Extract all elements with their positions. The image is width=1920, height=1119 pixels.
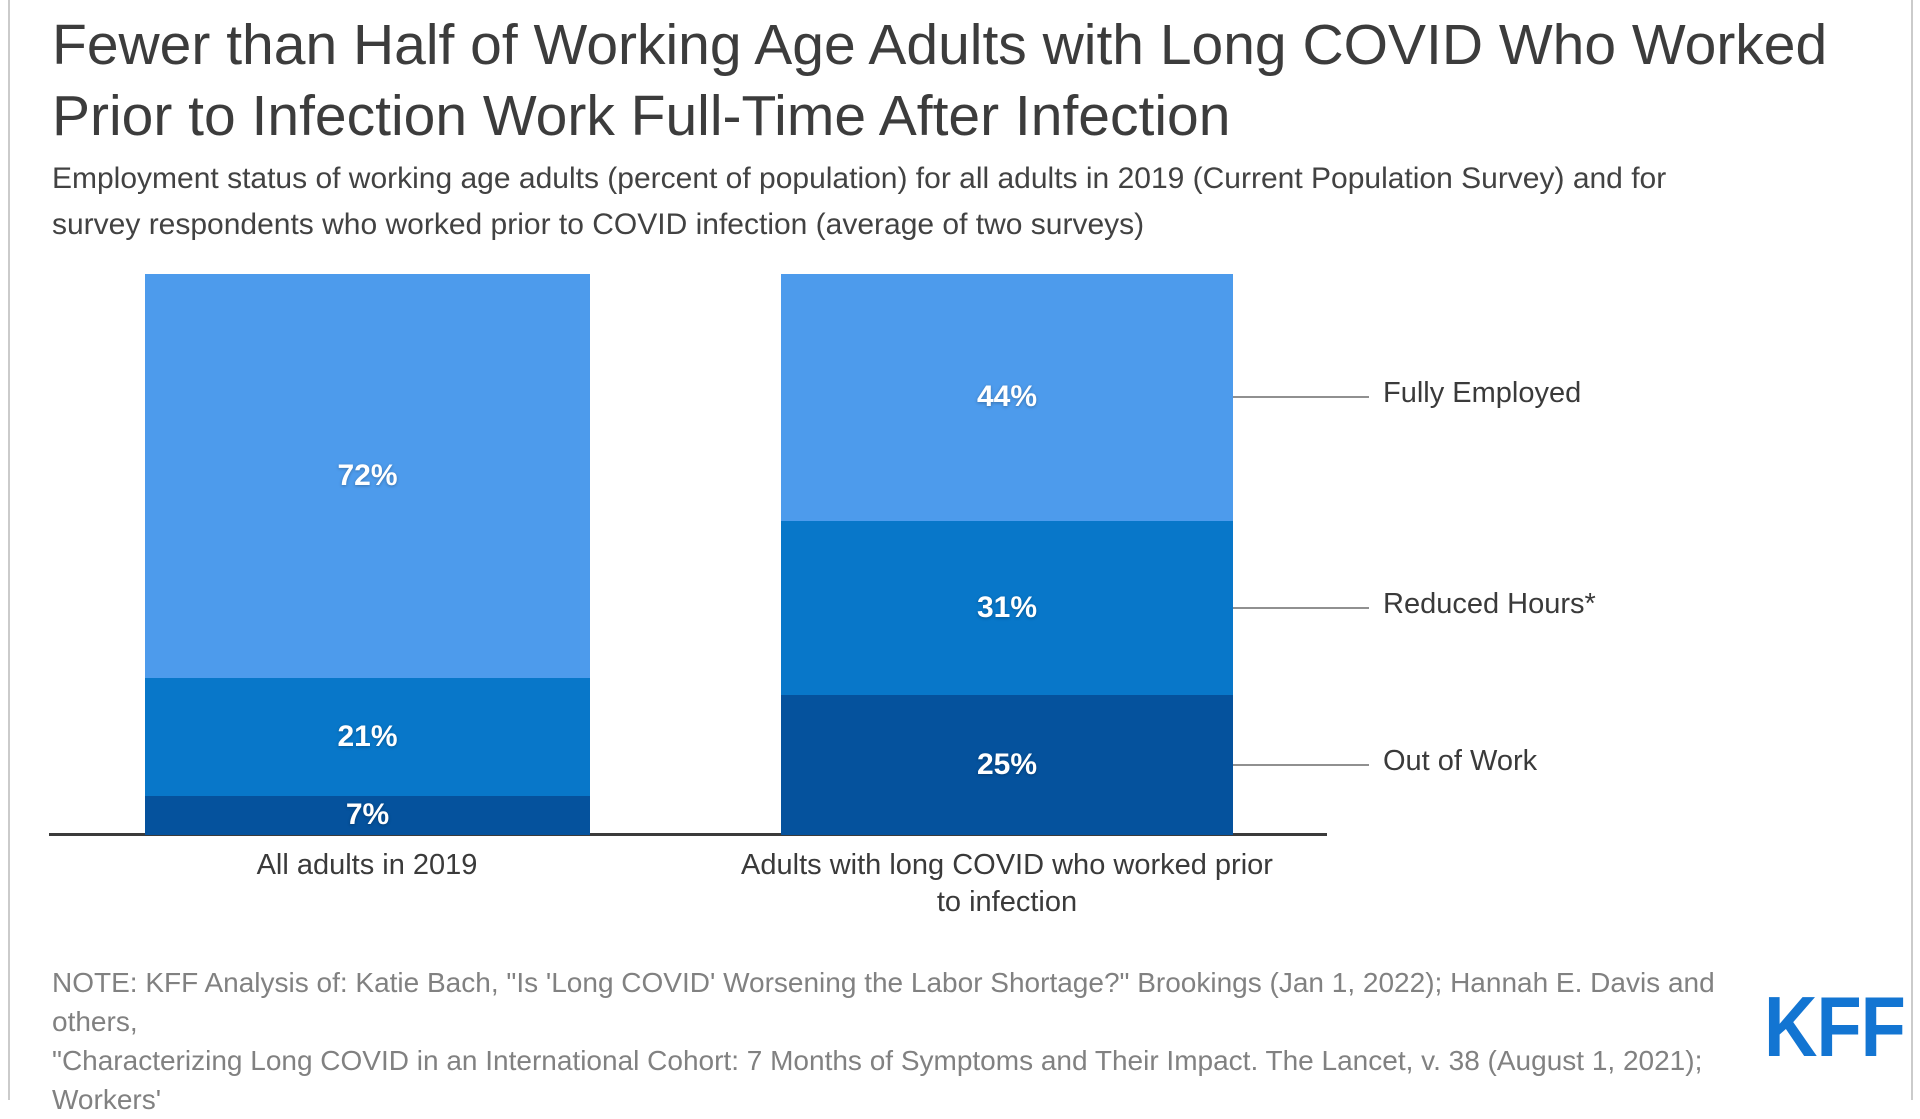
chart-figure: Fewer than Half of Working Age Adults wi…: [8, 0, 1913, 1115]
legend-label: Fully Employed: [1383, 377, 1582, 410]
note-line-2: "Characterizing Long COVID in an Interna…: [52, 1045, 1703, 1115]
segment-value-label: 7%: [345, 798, 390, 832]
legend-leader-line: [1233, 763, 1369, 766]
bar-2-segment-out-of-work: 25%: [781, 694, 1233, 835]
note-text: NOTE: KFF Analysis of: Katie Bach, "Is '…: [52, 963, 1732, 1119]
x-axis-line: [49, 833, 1327, 836]
chart: 72% 21% 7% All adults in 2019 44% 31% 25% Adult…: [10, 0, 1911, 918]
category-label-line: Adults with long COVID who worked prior: [741, 849, 1273, 881]
chart-subtitle: Employment status of working age adults …: [52, 156, 1862, 248]
chart-title: Fewer than Half of Working Age Adults wi…: [52, 10, 1862, 152]
legend-label: Reduced Hours*: [1383, 587, 1596, 620]
bar-2-segment-fully-employed: 44%: [781, 274, 1233, 521]
bar-1-segment-out-of-work: 7%: [145, 795, 590, 835]
bar-2: 44% 31% 25%: [781, 274, 1233, 835]
segment-value-label: 72%: [337, 458, 398, 492]
bar-1-segment-reduced-hours: 21%: [145, 677, 590, 796]
chart-subtitle-line-2: survey respondents who worked prior to C…: [52, 208, 1145, 241]
chart-subtitle-line-1: Employment status of working age adults …: [52, 162, 1667, 195]
bar-2-segment-reduced-hours: 31%: [781, 520, 1233, 695]
legend-label: Out of Work: [1383, 744, 1538, 777]
segment-value-label: 31%: [976, 590, 1038, 624]
category-label-2: Adults with long COVID who worked prior t…: [687, 847, 1327, 921]
segment-value-label: 21%: [337, 719, 398, 753]
bar-1: 72% 21% 7%: [145, 274, 590, 835]
segment-value-label: 44%: [976, 380, 1038, 414]
kff-logo: KFF: [1764, 979, 1906, 1075]
legend-leader-line: [1233, 396, 1369, 399]
segment-value-label: 25%: [976, 747, 1038, 781]
bar-1-segment-fully-employed: 72%: [145, 274, 590, 678]
legend-leader-line: [1233, 606, 1369, 609]
category-label-line: All adults in 2019: [256, 849, 478, 881]
chart-title-line-1: Fewer than Half of Working Age Adults wi…: [52, 13, 1828, 77]
note-line-1: NOTE: KFF Analysis of: Katie Bach, "Is '…: [52, 967, 1715, 1037]
chart-title-line-2: Prior to Infection Work Full-Time After …: [52, 84, 1231, 148]
category-label-line: to infection: [936, 886, 1078, 918]
category-label-1: All adults in 2019: [137, 847, 597, 884]
